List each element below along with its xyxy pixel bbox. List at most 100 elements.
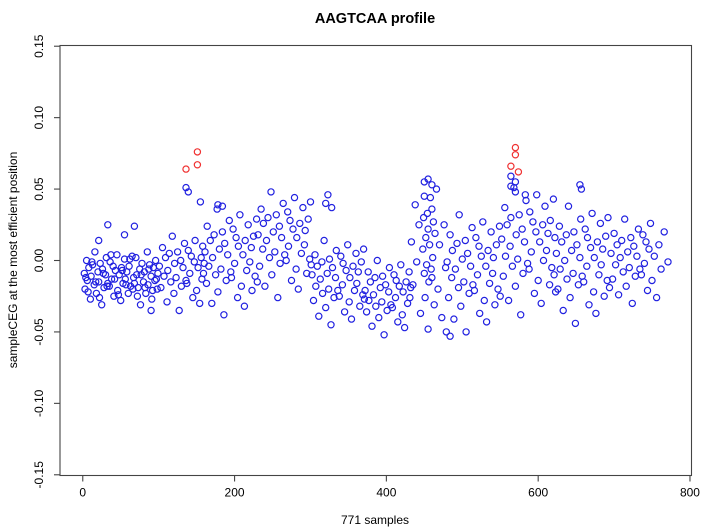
data-point-samples [624, 248, 632, 256]
data-point-samples [215, 245, 224, 253]
data-point-samples [611, 261, 620, 269]
data-point-samples [214, 201, 222, 209]
data-point-samples [511, 282, 520, 290]
data-point-samples [300, 241, 309, 249]
data-point-samples [248, 286, 256, 295]
data-point-samples [322, 303, 330, 312]
x-tick-label: 400 [376, 486, 396, 500]
data-point-samples [446, 231, 454, 239]
data-point-samples [244, 221, 252, 229]
data-point-samples [395, 282, 403, 290]
data-point-samples [274, 293, 282, 302]
data-point-samples [463, 249, 472, 258]
data-point-samples [394, 318, 402, 326]
data-point-samples [583, 233, 592, 242]
data-point-samples [630, 242, 638, 250]
data-point-samples [312, 282, 320, 290]
data-point-samples [536, 238, 544, 246]
plot-area: 0 200 400 600 800 -0.15 -0.10 -0.05 0.00 0.05 0.10… [32, 34, 700, 499]
data-point-samples [247, 243, 255, 252]
data-point-samples [457, 302, 465, 310]
data-point-samples [461, 236, 469, 245]
data-point-samples [580, 278, 588, 286]
data-point-samples [422, 233, 430, 242]
data-point-samples [593, 238, 602, 246]
data-point-samples [494, 285, 502, 293]
data-point-samples [164, 266, 172, 275]
x-tick-label: 0 [79, 486, 86, 500]
data-point-samples [496, 292, 504, 300]
data-point-samples [648, 276, 656, 285]
data-point-samples [261, 282, 269, 290]
data-point-samples [498, 235, 506, 243]
data-point-samples [182, 276, 190, 285]
data-point-samples [110, 292, 118, 300]
data-point-samples [138, 259, 146, 268]
data-point-samples [230, 259, 239, 268]
data-point-samples [631, 272, 640, 280]
data-point-samples [136, 301, 145, 309]
data-point-samples [318, 289, 327, 298]
data-point-samples [428, 205, 436, 213]
data-point-samples [86, 295, 95, 303]
data-point-samples [495, 222, 504, 230]
data-point-samples [241, 236, 249, 245]
data-point-samples [194, 263, 202, 272]
data-point-samples [110, 275, 119, 283]
data-point-samples [532, 228, 540, 236]
data-point-samples [94, 236, 103, 245]
data-point-samples [551, 233, 559, 242]
data-point-samples [227, 273, 236, 282]
data-point-samples [170, 259, 179, 268]
data-point-samples [339, 259, 347, 268]
data-point-samples [234, 242, 243, 250]
data-point-samples [419, 245, 427, 253]
data-point-samples [187, 252, 195, 260]
data-point-samples [583, 262, 591, 270]
data-point-samples [236, 211, 244, 219]
chart-title: AAGTCAA profile [315, 11, 435, 27]
data-point-samples [585, 301, 593, 309]
data-point-samples [466, 262, 475, 270]
data-point-samples [240, 302, 249, 310]
data-point-samples [184, 246, 192, 255]
data-point-samples [88, 261, 97, 269]
data-point-samples [569, 269, 577, 278]
data-point-samples [271, 248, 279, 256]
data-point-samples [562, 231, 571, 239]
data-point-samples [577, 215, 585, 223]
data-point-samples [362, 308, 371, 316]
data-point-samples [148, 286, 157, 295]
data-point-samples [618, 236, 626, 245]
data-point-samples [299, 203, 307, 212]
data-point-samples [592, 309, 600, 318]
data-point-samples [155, 262, 164, 270]
data-point-samples [197, 253, 205, 262]
data-point-samples [292, 265, 300, 273]
data-point-samples [91, 278, 100, 286]
data-point-samples [388, 303, 397, 312]
data-point-samples [539, 221, 547, 229]
data-point-samples [430, 301, 438, 309]
data-point-samples [88, 258, 96, 266]
data-point-samples [391, 293, 400, 302]
data-point-samples [424, 175, 432, 183]
data-point-samples [448, 246, 457, 255]
data-point-samples [546, 216, 555, 225]
data-point-samples [87, 272, 95, 280]
data-point-samples [218, 228, 227, 236]
data-point-samples [378, 298, 386, 306]
y-tick-label: -0.15 [32, 461, 46, 489]
data-point-samples [205, 262, 213, 270]
data-point-samples [407, 238, 416, 246]
data-point-samples [371, 273, 379, 282]
data-point-samples [613, 241, 621, 249]
data-point-samples [448, 273, 456, 282]
data-point-samples [242, 266, 251, 275]
data-point-samples [402, 278, 410, 286]
plot-box [59, 44, 693, 477]
data-point-samples [225, 216, 233, 225]
data-point-samples [287, 276, 296, 285]
data-point-samples [420, 269, 428, 278]
